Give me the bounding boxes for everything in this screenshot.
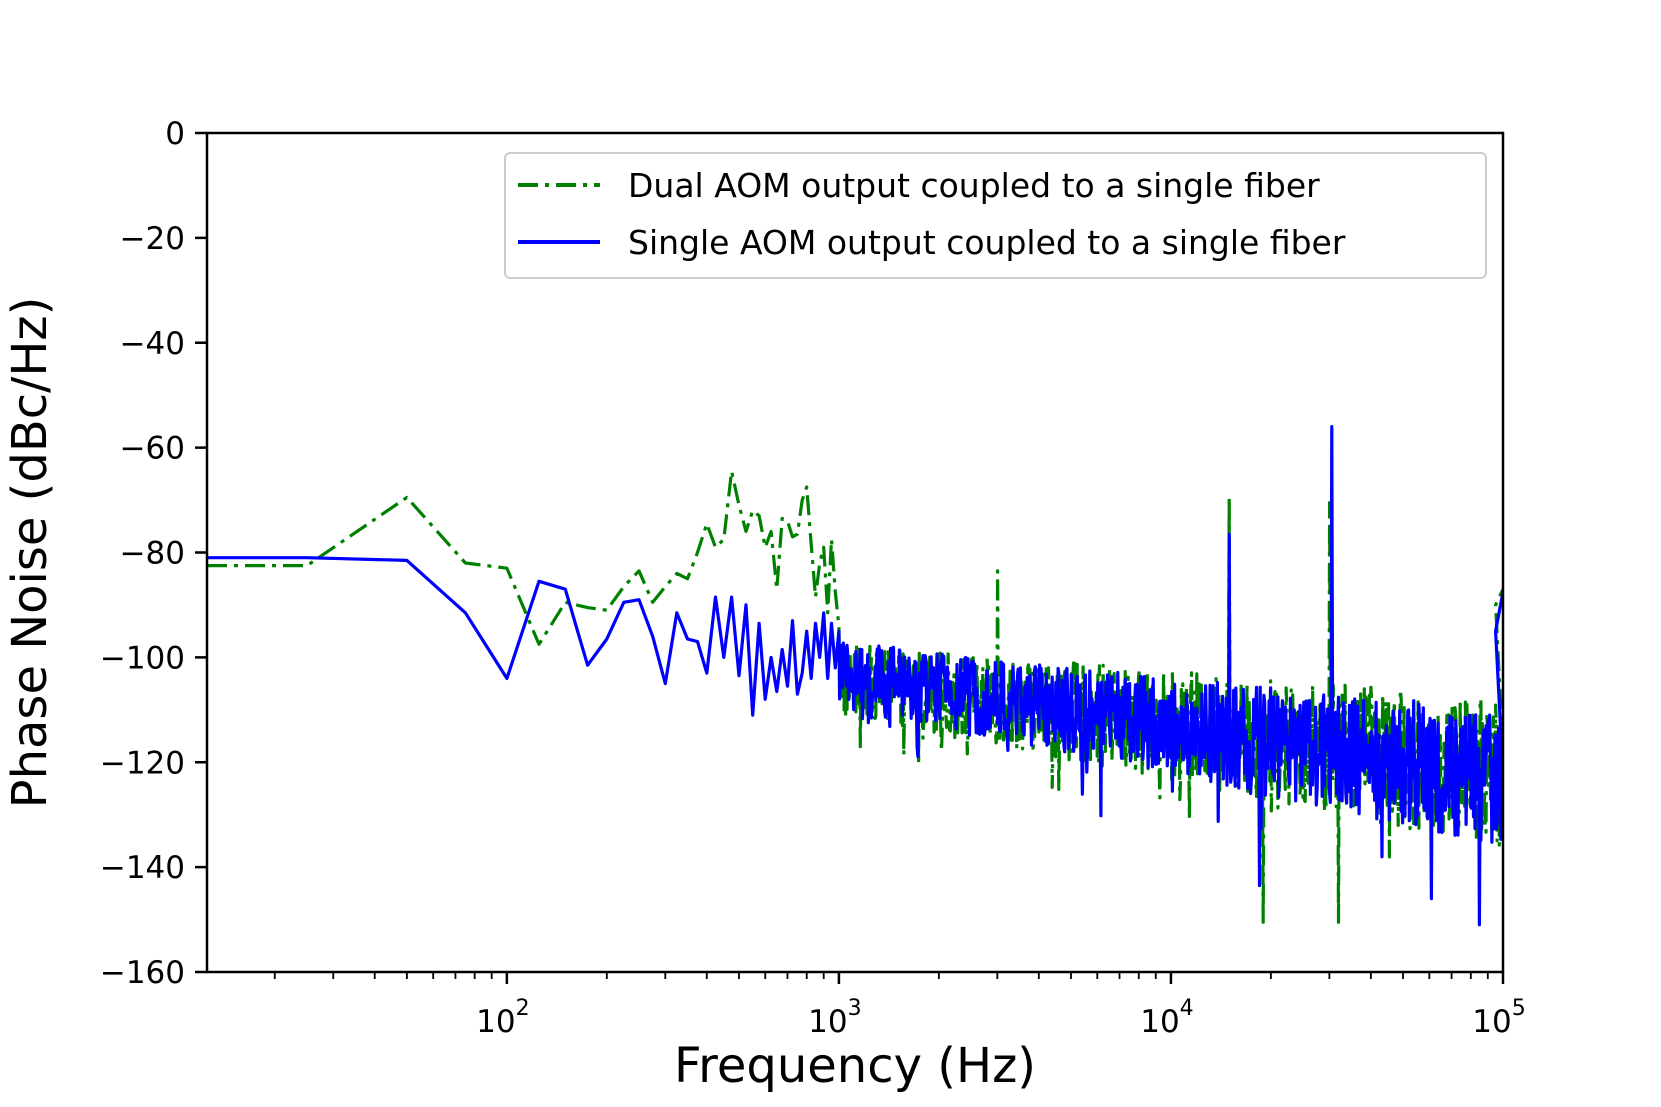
x-tick-base: 10 xyxy=(1140,1004,1179,1040)
x-tick-exponent: 5 xyxy=(1512,996,1526,1021)
legend-label-single-aom: Single AOM output coupled to a single fi… xyxy=(628,223,1346,262)
x-tick-label: 105 xyxy=(1472,996,1525,1040)
x-axis: 102 103 104 105 xyxy=(273,972,1526,1040)
y-tick-label: −20 xyxy=(120,221,185,257)
legend-box xyxy=(504,152,1487,279)
y-axis: 0 −20 −40 −60 −80 −100 −120 −140 −160 xyxy=(100,116,207,991)
x-tick-label: 104 xyxy=(1140,996,1193,1040)
x-axis-title: Frequency (Hz) xyxy=(674,1038,1036,1094)
plot-lines xyxy=(207,425,1503,927)
series-line-1 xyxy=(207,425,1503,927)
x-tick-label: 102 xyxy=(476,996,529,1040)
y-tick-label: −120 xyxy=(100,745,185,781)
y-tick-label: 0 xyxy=(165,116,185,152)
x-tick-base: 10 xyxy=(808,1004,847,1040)
legend: Dual AOM output coupled to a single fibe… xyxy=(504,152,1487,279)
x-tick-exponent: 3 xyxy=(848,996,862,1021)
y-tick-label: −60 xyxy=(120,431,185,467)
y-axis-title: Phase Noise (dBc/Hz) xyxy=(2,297,58,809)
y-tick-label: −100 xyxy=(100,640,185,676)
legend-label-dual-aom: Dual AOM output coupled to a single fibe… xyxy=(628,166,1320,205)
x-tick-base: 10 xyxy=(1472,1004,1511,1040)
x-tick-label: 103 xyxy=(808,996,861,1040)
y-tick-label: −80 xyxy=(120,536,185,572)
x-tick-exponent: 2 xyxy=(516,996,530,1021)
y-tick-label: −160 xyxy=(100,955,185,991)
y-tick-label: −40 xyxy=(120,326,185,362)
x-tick-base: 10 xyxy=(476,1004,515,1040)
x-tick-exponent: 4 xyxy=(1180,996,1194,1021)
y-tick-label: −140 xyxy=(100,850,185,886)
